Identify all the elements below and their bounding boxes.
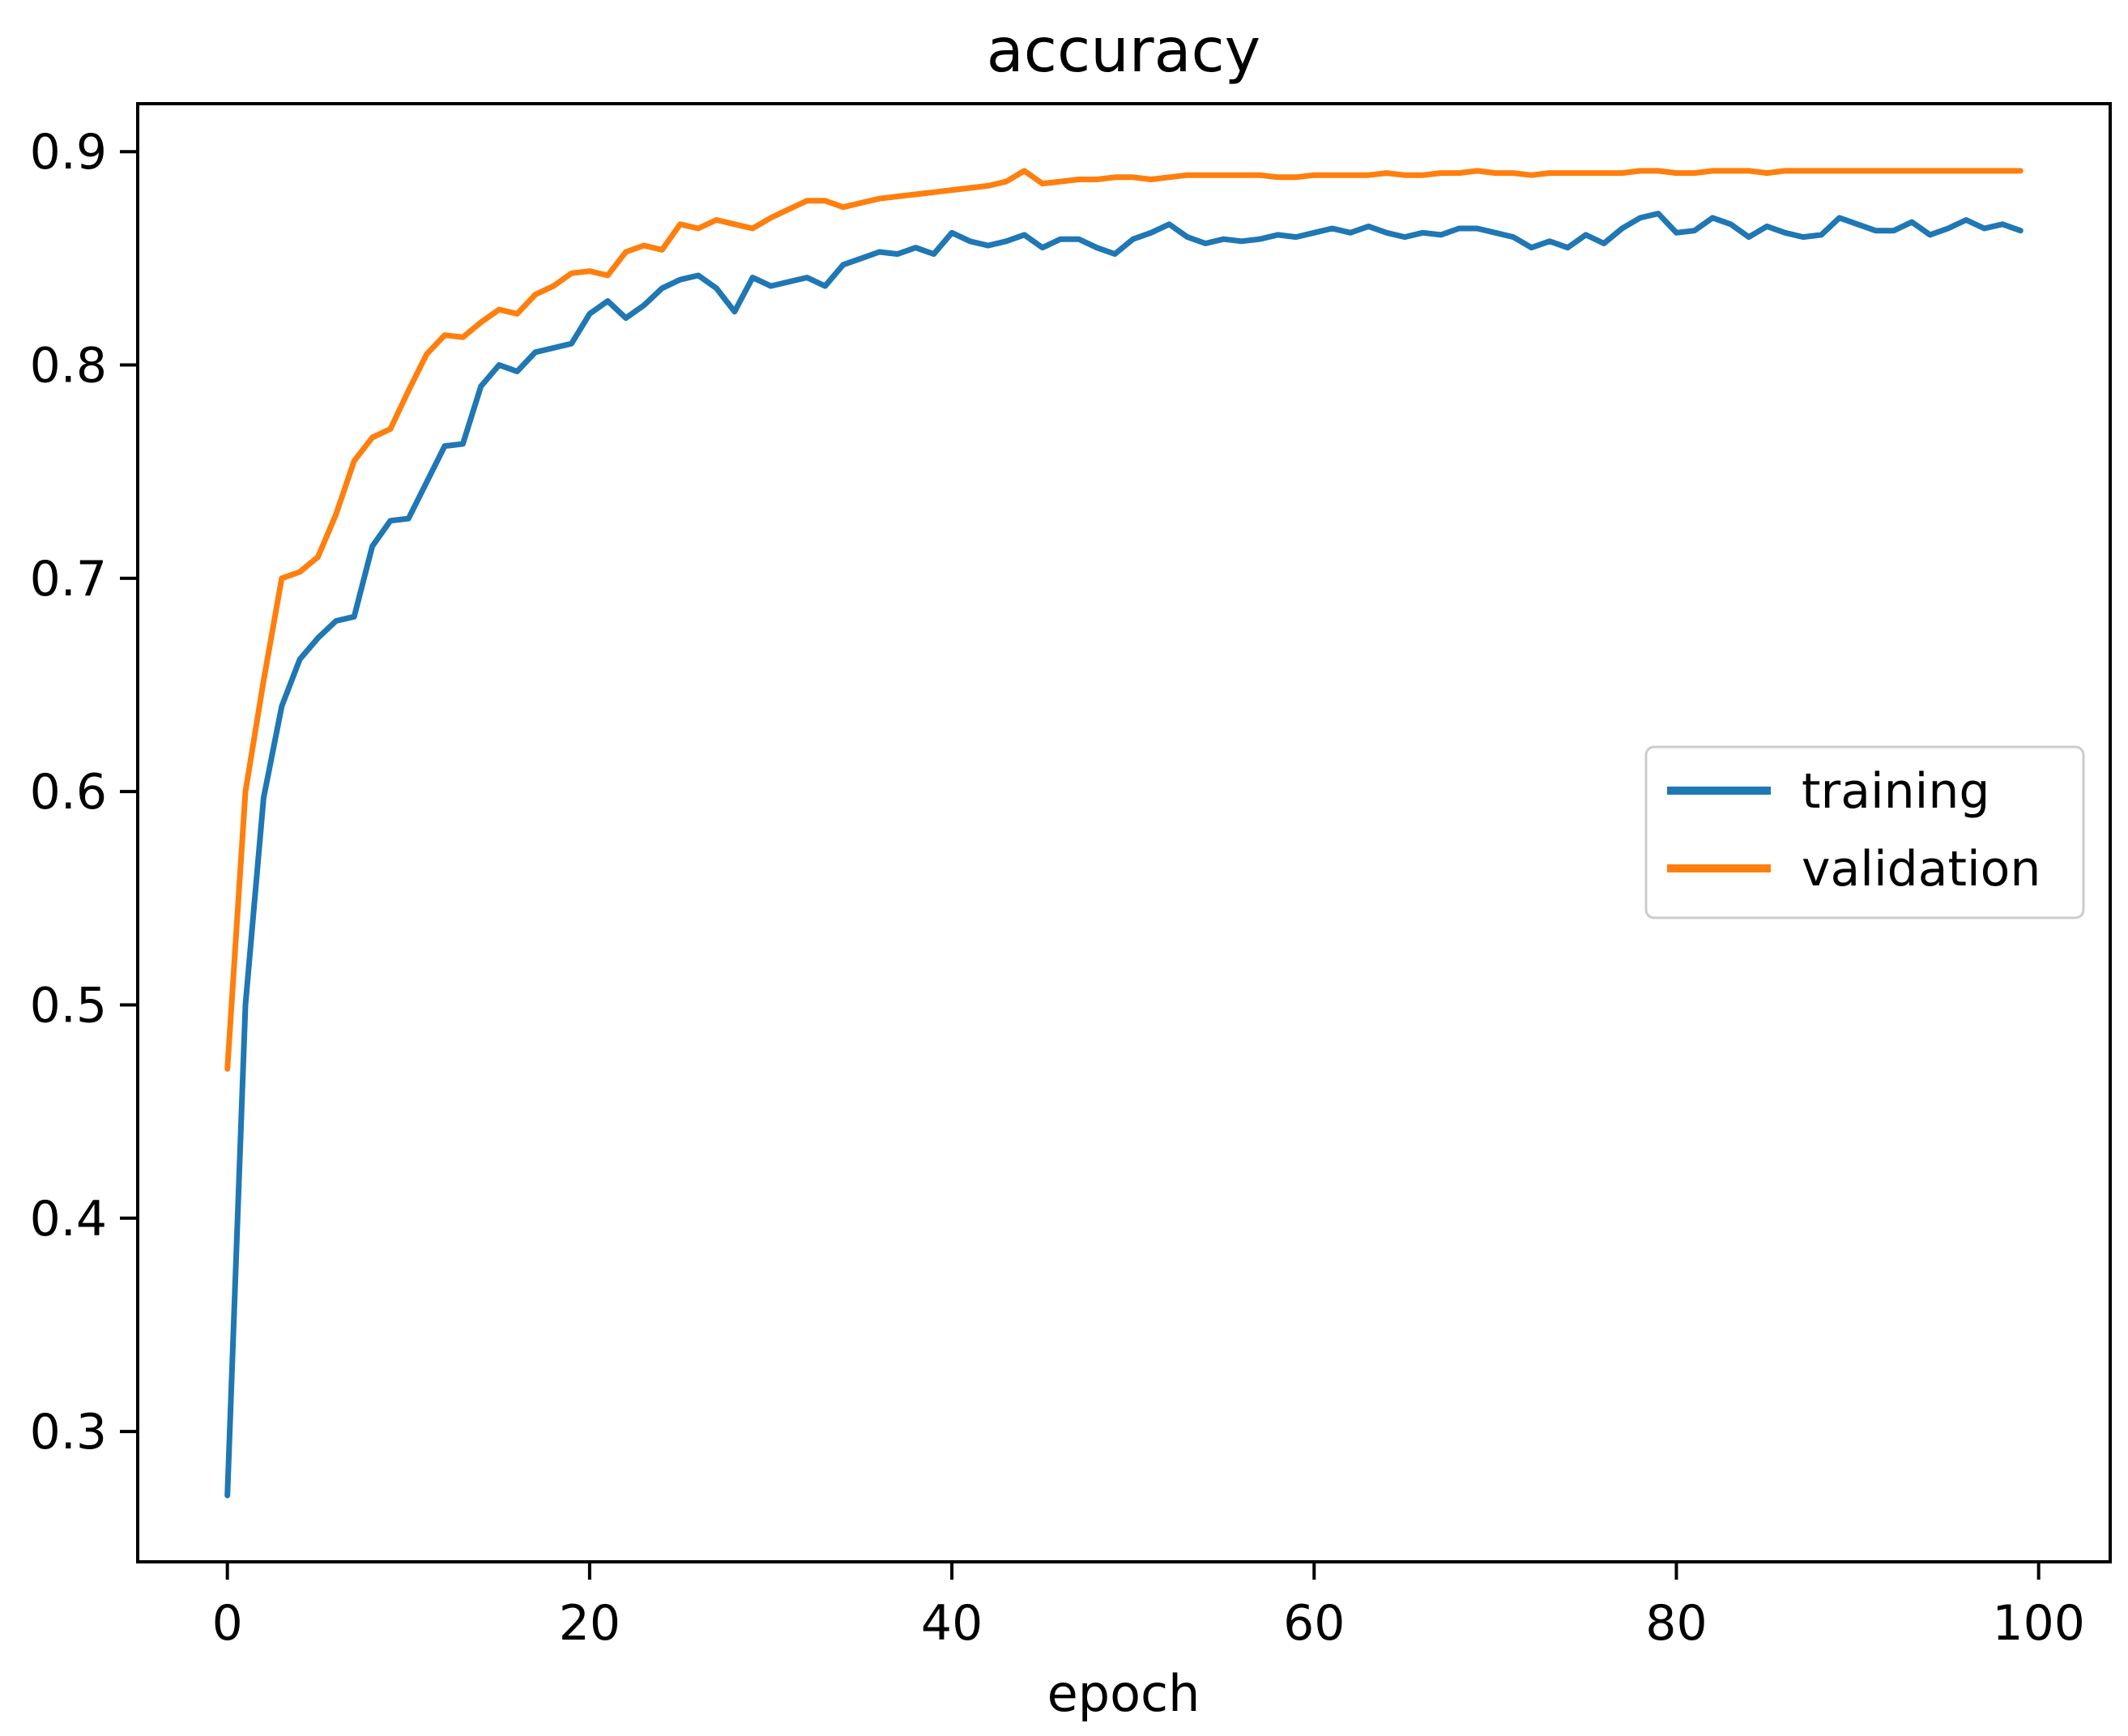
x-axis-label: epoch: [1047, 1664, 1200, 1723]
x-axis-ticks: 0 20 40 60 80 100: [212, 1562, 2085, 1652]
x-tick-label: 60: [1283, 1595, 1345, 1652]
training-line: [224, 211, 2024, 1499]
y-axis-ticks: 0.3 0.4 0.5 0.6 0.7 0.8 0.9: [30, 124, 138, 1461]
y-tick-label: 0.4: [30, 1191, 107, 1248]
validation-line: [224, 168, 2024, 1072]
legend: training validation: [1644, 745, 2085, 919]
x-tick-label: 0: [212, 1595, 243, 1652]
x-tick-label: 40: [921, 1595, 983, 1652]
y-tick-label: 0.7: [30, 551, 107, 608]
x-tick-label: 20: [559, 1595, 620, 1652]
x-tick-label: 100: [1992, 1595, 2085, 1652]
series-group: [224, 168, 2024, 1499]
legend-validation-label: validation: [1802, 841, 2041, 898]
chart-title: accuracy: [987, 15, 1260, 86]
legend-training-label: training: [1802, 763, 1989, 820]
y-tick-label: 0.5: [30, 977, 107, 1034]
plot-border: [136, 102, 2112, 1563]
y-tick-label: 0.8: [30, 338, 107, 395]
y-tick-label: 0.9: [30, 124, 107, 181]
y-tick-label: 0.6: [30, 764, 107, 821]
x-tick-label: 80: [1645, 1595, 1707, 1652]
y-tick-label: 0.3: [30, 1404, 107, 1461]
